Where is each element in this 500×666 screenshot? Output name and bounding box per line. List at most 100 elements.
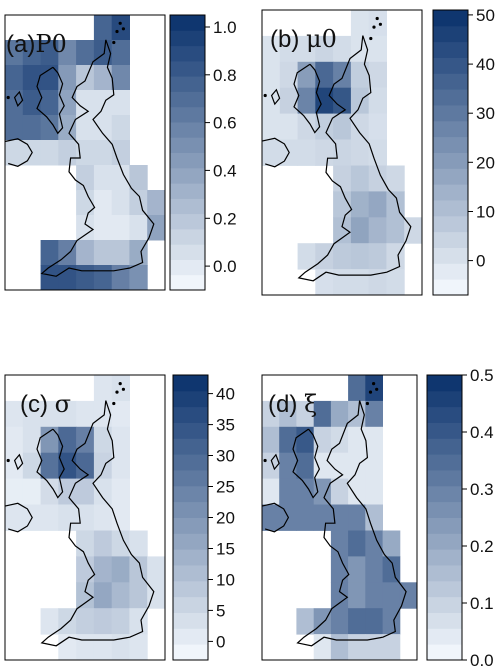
grid-cell bbox=[58, 140, 77, 166]
colorbar-tick-label: 0.2 bbox=[213, 209, 237, 228]
colorbar-tick-label: 0.6 bbox=[213, 114, 237, 133]
colorbar-tick-label: 30 bbox=[216, 447, 235, 466]
grid-cell bbox=[350, 269, 370, 296]
grid-cell bbox=[262, 504, 280, 531]
grid-cell bbox=[365, 582, 383, 609]
grid-cell bbox=[330, 426, 349, 454]
colorbar-tick-label: 5 bbox=[216, 601, 225, 620]
colorbar-swatch bbox=[427, 406, 462, 423]
colorbar-swatch bbox=[427, 580, 462, 598]
grid-cell bbox=[40, 265, 59, 291]
colorbar-frame bbox=[169, 14, 206, 291]
colorbar-swatch bbox=[173, 485, 208, 503]
grid-cell bbox=[368, 269, 387, 296]
colorbar-swatch bbox=[433, 25, 468, 43]
colorbar-swatch bbox=[433, 57, 468, 74]
island-dot bbox=[263, 458, 267, 463]
colorbar-swatch bbox=[170, 30, 205, 47]
grid-cell bbox=[58, 400, 77, 428]
grid-cell bbox=[368, 191, 387, 218]
grid-cell bbox=[333, 243, 352, 270]
island-dot bbox=[372, 25, 376, 29]
grid-cell bbox=[350, 35, 370, 63]
grid-cell bbox=[262, 35, 281, 63]
panel-d-colorbar: 0.0 0.1 0.2 0.3 0.4 0.5 bbox=[426, 366, 494, 666]
grid-cell bbox=[279, 87, 299, 115]
grid-cell bbox=[382, 556, 401, 583]
colorbar-swatch bbox=[173, 628, 208, 645]
grid-cell bbox=[279, 61, 299, 89]
grid-cell bbox=[111, 634, 130, 661]
colorbar-tick-label: 0.8 bbox=[213, 66, 237, 85]
grid-cell bbox=[315, 35, 334, 63]
panel-d-coastline bbox=[261, 400, 407, 647]
grid-cell bbox=[365, 634, 383, 661]
grid-cell bbox=[313, 426, 332, 454]
grid-cell bbox=[365, 452, 383, 480]
colorbar-swatch bbox=[170, 198, 205, 215]
grid-cell bbox=[22, 115, 42, 141]
colorbar-swatch bbox=[433, 10, 468, 27]
colorbar-tick-label: 1.0 bbox=[213, 18, 237, 37]
grid-cell bbox=[5, 90, 24, 116]
colorbar-tick-label: 0.5 bbox=[470, 366, 494, 385]
grid-cell bbox=[76, 530, 95, 557]
grid-cell bbox=[93, 140, 113, 166]
colorbar-swatch bbox=[170, 121, 205, 138]
grid-cell bbox=[22, 400, 42, 428]
grid-cell bbox=[368, 113, 387, 140]
grid-cell bbox=[111, 115, 130, 141]
grid-cell bbox=[40, 240, 59, 266]
grid-cell bbox=[296, 400, 315, 428]
panel-d: (d) ξ 0.0 0.1 0.2 0.3 0.4 0.5 bbox=[261, 366, 494, 666]
grid-cell bbox=[93, 582, 113, 609]
grid-cell bbox=[76, 65, 95, 91]
colorbar-swatch bbox=[170, 152, 205, 169]
colorbar-swatch bbox=[433, 279, 468, 296]
grid-cell bbox=[5, 40, 24, 66]
grid-cell bbox=[93, 190, 113, 216]
grid-cell bbox=[350, 87, 370, 115]
grid-cell bbox=[111, 165, 130, 191]
colorbar-swatch bbox=[433, 263, 468, 280]
island-dot bbox=[369, 36, 373, 41]
colorbar-tick-label: 35 bbox=[216, 416, 235, 435]
grid-cell bbox=[93, 478, 113, 505]
grid-cell bbox=[330, 582, 349, 609]
colorbar-tick-label: 25 bbox=[216, 478, 235, 497]
grid-cell bbox=[93, 265, 113, 291]
grid-cell bbox=[76, 190, 95, 216]
colorbar-swatch bbox=[433, 247, 468, 264]
grid-cell bbox=[93, 634, 113, 661]
grid-cell bbox=[262, 113, 281, 140]
grid-cell bbox=[348, 582, 366, 609]
colorbar-swatch bbox=[170, 244, 205, 260]
grid-cell bbox=[330, 400, 349, 428]
colorbar-frame bbox=[426, 374, 463, 661]
colorbar-swatch bbox=[427, 485, 462, 503]
grid-cell bbox=[147, 190, 166, 216]
panel-d-label: (d) ξ bbox=[268, 390, 317, 418]
colorbar-swatch bbox=[173, 438, 208, 455]
colorbar-swatch bbox=[170, 183, 205, 199]
grid-cell bbox=[313, 504, 332, 531]
grid-cell bbox=[5, 115, 24, 141]
colorbar-tick-label: 10 bbox=[476, 203, 495, 222]
colorbar-swatch bbox=[433, 231, 468, 248]
grid-cell bbox=[40, 90, 59, 116]
grid-cell bbox=[76, 140, 95, 166]
grid-cell bbox=[386, 191, 405, 218]
grid-cell bbox=[350, 217, 370, 244]
grid-cell bbox=[93, 40, 113, 66]
grid-cell bbox=[93, 15, 113, 41]
panel-c-coastline bbox=[4, 400, 155, 647]
grid-cell bbox=[5, 452, 24, 480]
grid-cell bbox=[382, 582, 401, 609]
grid-cell bbox=[22, 478, 42, 505]
grid-cell bbox=[111, 15, 130, 41]
colorbar-swatch bbox=[173, 533, 208, 550]
colorbar-tick-label: 0.4 bbox=[470, 423, 494, 442]
colorbar-tick-label: 0.0 bbox=[470, 651, 494, 666]
grid-cell bbox=[76, 504, 95, 531]
colorbar-swatch bbox=[433, 200, 468, 217]
